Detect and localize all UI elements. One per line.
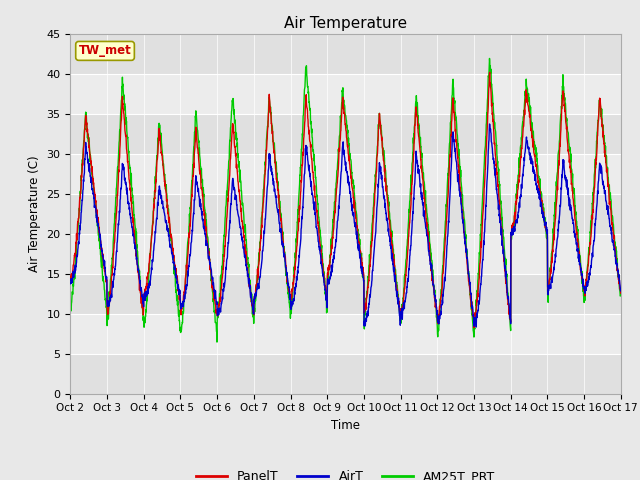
Bar xyxy=(70,34,621,73)
X-axis label: Time: Time xyxy=(331,419,360,432)
Bar xyxy=(70,313,621,354)
Y-axis label: Air Temperature (C): Air Temperature (C) xyxy=(28,156,41,272)
Bar xyxy=(70,154,621,193)
Bar xyxy=(70,73,621,114)
Bar xyxy=(70,114,621,154)
Title: Air Temperature: Air Temperature xyxy=(284,16,407,31)
Legend: PanelT, AirT, AM25T_PRT: PanelT, AirT, AM25T_PRT xyxy=(191,465,500,480)
Bar xyxy=(70,234,621,274)
Bar xyxy=(70,193,621,234)
Bar xyxy=(70,354,621,394)
Text: TW_met: TW_met xyxy=(79,44,131,58)
Bar xyxy=(70,274,621,313)
